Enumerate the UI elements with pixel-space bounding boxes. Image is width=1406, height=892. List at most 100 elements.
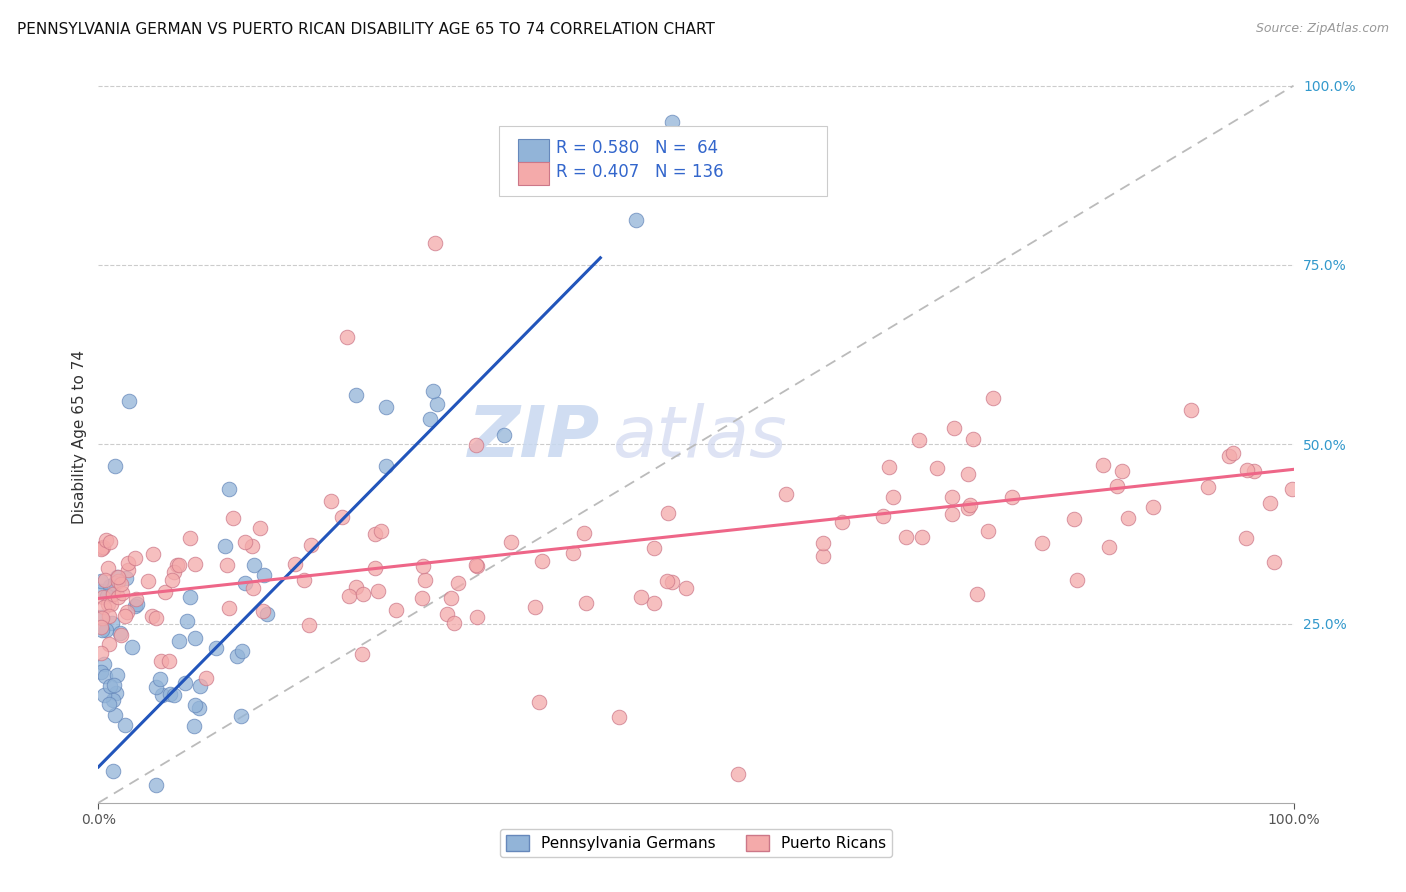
Point — [90, 542, 112, 557]
Point — [655, 574, 678, 589]
Point — [1258, 496, 1281, 510]
Point — [499, 534, 522, 549]
Point — [1001, 490, 1024, 504]
Point — [179, 590, 201, 604]
Point — [494, 427, 516, 442]
Point — [107, 668, 129, 682]
Point — [104, 576, 127, 591]
Point — [215, 558, 238, 573]
Point — [626, 213, 648, 227]
Point — [90, 610, 112, 624]
Point — [957, 467, 980, 481]
Point — [575, 596, 598, 610]
Point — [90, 611, 112, 625]
FancyBboxPatch shape — [499, 126, 827, 195]
Point — [1197, 479, 1219, 493]
Point — [977, 524, 1000, 539]
Point — [415, 573, 437, 587]
Point — [374, 458, 396, 473]
Point — [657, 507, 679, 521]
Point — [1222, 446, 1244, 460]
Point — [124, 550, 146, 565]
Point — [419, 412, 441, 426]
Point — [643, 596, 665, 610]
Point — [218, 600, 240, 615]
Point — [229, 709, 252, 723]
Legend: Pennsylvania Germans, Puerto Ricans: Pennsylvania Germans, Puerto Ricans — [499, 830, 893, 857]
Point — [90, 574, 112, 588]
Text: R = 0.580   N =  64: R = 0.580 N = 64 — [557, 139, 718, 157]
Point — [464, 558, 486, 572]
Point — [157, 653, 180, 667]
Point — [412, 559, 434, 574]
Point — [107, 590, 129, 604]
Point — [831, 515, 853, 529]
Point — [942, 421, 965, 435]
Point — [1234, 531, 1257, 545]
Point — [184, 631, 207, 645]
Point — [252, 604, 274, 618]
Point — [100, 598, 122, 612]
Point — [118, 394, 141, 409]
Point — [1097, 540, 1119, 554]
Point — [205, 641, 228, 656]
Text: R = 0.407   N = 136: R = 0.407 N = 136 — [557, 163, 724, 181]
Point — [877, 459, 900, 474]
Point — [176, 614, 198, 628]
Point — [364, 526, 387, 541]
Point — [337, 589, 360, 603]
Point — [962, 432, 984, 446]
Point — [436, 607, 458, 621]
Point — [188, 701, 211, 715]
Point — [136, 574, 159, 588]
Point — [145, 680, 167, 694]
Point — [607, 710, 630, 724]
Point — [523, 600, 546, 615]
Point — [184, 557, 207, 571]
Point — [872, 508, 894, 523]
Point — [104, 458, 127, 473]
Point — [150, 654, 173, 668]
FancyBboxPatch shape — [517, 138, 548, 162]
Point — [183, 719, 205, 733]
Point — [959, 498, 981, 512]
Point — [1142, 500, 1164, 514]
Point — [117, 563, 139, 577]
Point — [643, 541, 665, 555]
Point — [527, 695, 550, 709]
Point — [1281, 482, 1303, 496]
Point — [97, 608, 120, 623]
Point — [956, 500, 979, 515]
Point — [188, 679, 211, 693]
Point — [162, 574, 184, 588]
Point — [93, 657, 115, 672]
Point — [319, 494, 342, 508]
Point — [1180, 403, 1202, 417]
Point — [97, 561, 120, 575]
Point — [98, 697, 121, 711]
Point — [727, 767, 749, 781]
Point — [98, 579, 121, 593]
Point — [105, 686, 128, 700]
Point — [1063, 512, 1085, 526]
Point — [184, 698, 207, 713]
Point — [90, 583, 112, 598]
Point — [1066, 573, 1088, 587]
Point — [166, 558, 188, 572]
Point — [124, 599, 146, 614]
Point — [447, 576, 470, 591]
Point — [155, 584, 177, 599]
Point — [110, 625, 132, 640]
Point — [94, 623, 117, 637]
Point — [149, 672, 172, 686]
Point — [103, 678, 125, 692]
Point — [811, 549, 834, 563]
Point — [90, 647, 112, 661]
Point — [422, 384, 444, 398]
Point — [284, 557, 307, 571]
Point — [142, 547, 165, 561]
Point — [344, 388, 367, 402]
Point — [426, 397, 449, 411]
Point — [440, 591, 463, 605]
Point — [411, 591, 433, 605]
